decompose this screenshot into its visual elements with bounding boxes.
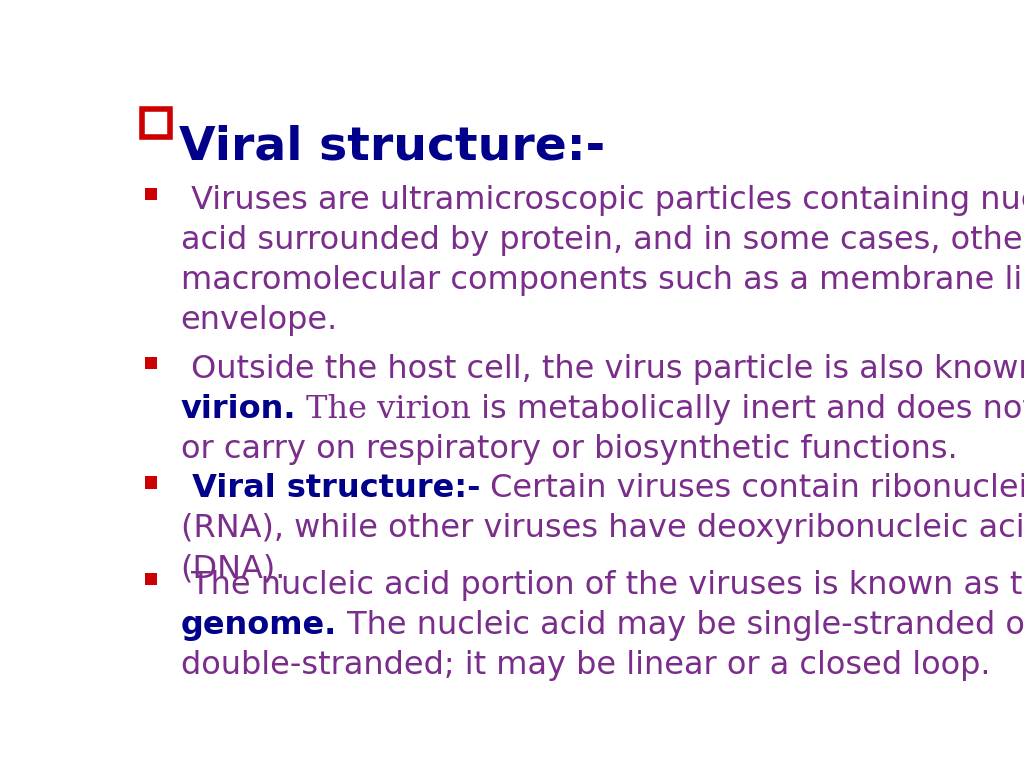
Text: envelope.: envelope. <box>180 305 338 336</box>
Text: The nucleic acid portion of the viruses is known as the: The nucleic acid portion of the viruses … <box>180 570 1024 601</box>
Text: virion.: virion. <box>180 394 296 425</box>
Text: genome.: genome. <box>180 610 337 641</box>
Text: acid surrounded by protein, and in some cases, other: acid surrounded by protein, and in some … <box>180 224 1024 256</box>
Text: Viral structure:-: Viral structure:- <box>180 473 480 505</box>
Text: macromolecular components such as a membrane like: macromolecular components such as a memb… <box>180 265 1024 296</box>
Text: double-stranded; it may be linear or a closed loop.: double-stranded; it may be linear or a c… <box>180 650 990 680</box>
Bar <box>145 573 158 585</box>
Text: or carry on respiratory or biosynthetic functions.: or carry on respiratory or biosynthetic … <box>180 434 957 465</box>
Bar <box>145 187 158 200</box>
Text: (RNA), while other viruses have deoxyribonucleic acid: (RNA), while other viruses have deoxyrib… <box>180 513 1024 545</box>
Text: The virion: The virion <box>296 394 471 425</box>
Text: The nucleic acid may be single-stranded or: The nucleic acid may be single-stranded … <box>337 610 1024 641</box>
Text: is metabolically inert and does not grow: is metabolically inert and does not grow <box>471 394 1024 425</box>
Text: Viruses are ultramicroscopic particles containing nucleic: Viruses are ultramicroscopic particles c… <box>180 184 1024 216</box>
Bar <box>145 357 158 369</box>
Text: Outside the host cell, the virus particle is also known as a: Outside the host cell, the virus particl… <box>180 354 1024 385</box>
Text: Certain viruses contain ribonucleic acid: Certain viruses contain ribonucleic acid <box>480 473 1024 505</box>
Text: Viral structure:-: Viral structure:- <box>179 124 605 170</box>
Text: (DNA).: (DNA). <box>180 554 286 584</box>
Bar <box>145 476 158 488</box>
Bar <box>142 109 170 137</box>
